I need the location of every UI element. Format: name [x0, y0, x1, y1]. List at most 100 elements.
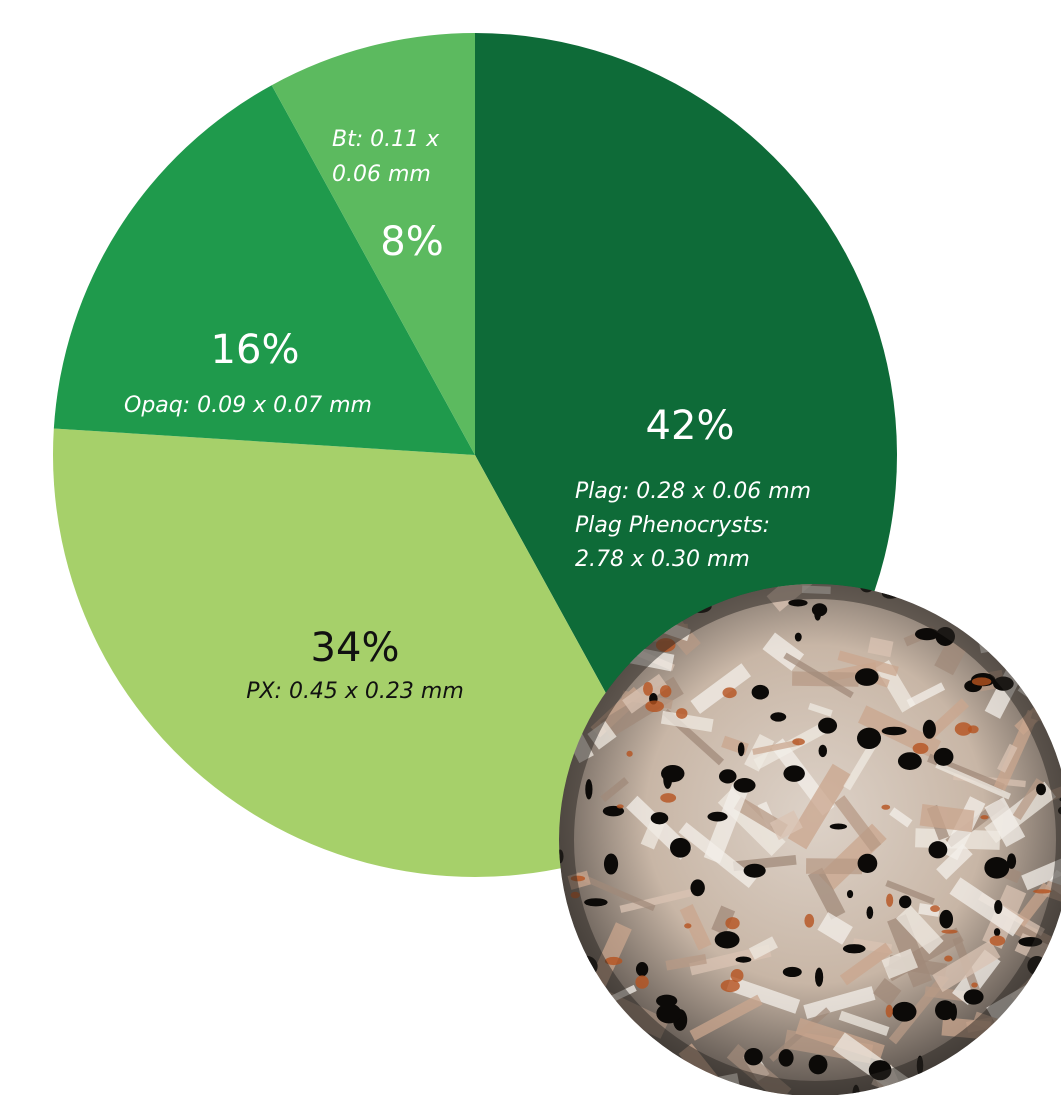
opaque-grain	[656, 1003, 682, 1024]
opaque-grain	[585, 779, 593, 800]
crystal	[932, 940, 1001, 993]
crystal	[617, 1036, 646, 1071]
biotite-grain	[730, 968, 744, 983]
opaque-grain	[783, 765, 805, 782]
opaque-grain	[665, 1077, 674, 1088]
opaque-grain	[661, 764, 685, 783]
opaque-grain	[846, 889, 854, 899]
opaque-grain	[854, 668, 879, 686]
crystal	[839, 942, 893, 986]
biotite-grain	[616, 804, 624, 809]
crystal	[1014, 882, 1053, 927]
crystal	[619, 889, 692, 913]
opaque-grain	[818, 744, 828, 758]
opaque-grain	[1050, 595, 1060, 615]
biotite-grain	[804, 913, 815, 928]
opaque-grain	[669, 837, 691, 858]
biotite-grain	[582, 989, 591, 996]
opaque-grain	[770, 712, 787, 722]
crystal	[906, 682, 946, 708]
biotite-grain	[643, 682, 653, 696]
opaque-grain	[829, 823, 848, 830]
opaque-grain	[707, 811, 728, 822]
opaque-grain	[1006, 853, 1017, 869]
crystal	[679, 904, 712, 951]
crystal	[575, 871, 656, 912]
crystal	[1026, 612, 1061, 650]
crystal	[689, 994, 763, 1041]
opaque-grain	[751, 684, 770, 700]
crystal	[919, 803, 975, 833]
percent-label: 34%	[311, 625, 400, 671]
biotite-grain	[971, 982, 978, 988]
opaque-grain	[993, 928, 1001, 937]
biotite-grain	[597, 1019, 608, 1027]
crystal	[881, 948, 919, 980]
opaque-grain	[559, 961, 568, 971]
opaque-grain	[733, 778, 756, 793]
slice-description: PX: 0.45 x 0.23 mm	[246, 679, 464, 704]
crystal	[787, 763, 852, 850]
opaque-grain	[718, 769, 737, 784]
opaque-grain	[1015, 642, 1027, 661]
crystal	[703, 784, 749, 864]
biotite-grain	[720, 979, 740, 993]
opaque-grain	[984, 857, 1010, 879]
opaque-grain	[635, 962, 649, 977]
slice-description: Bt: 0.11 x	[332, 127, 440, 152]
crystal	[1022, 613, 1056, 659]
opaque-grain	[656, 994, 678, 1008]
crystal	[726, 976, 801, 1014]
opaque-grain	[743, 863, 766, 878]
crystal	[885, 880, 935, 905]
opaque-grain	[994, 899, 1003, 915]
opaque-grain	[782, 966, 802, 978]
opaque-grain	[922, 719, 936, 739]
crystal	[873, 1086, 951, 1095]
slice-description: 2.78 x 0.30 mm	[575, 547, 750, 572]
crystal	[1055, 620, 1061, 630]
crystal	[665, 953, 707, 971]
opaque-grain	[814, 607, 822, 621]
opaque-grain	[842, 944, 866, 954]
biotite-grain	[1033, 889, 1052, 894]
crystal	[587, 720, 617, 750]
crystal	[600, 777, 629, 803]
crystal	[936, 843, 973, 880]
crystal	[834, 795, 882, 852]
biotite-grain	[881, 804, 891, 810]
opaque-grain	[892, 1001, 917, 1022]
opaque-grain	[744, 1048, 763, 1066]
crystal	[1019, 1005, 1061, 1066]
biotite-grain	[604, 956, 623, 966]
crystal	[817, 912, 853, 945]
opaque-grain	[963, 989, 984, 1005]
opaque-grain	[778, 1049, 794, 1067]
biotite-grain	[989, 935, 1006, 946]
biotite-grain	[792, 738, 805, 746]
crystal	[889, 807, 913, 828]
biotite-grain	[912, 742, 929, 755]
crystal	[997, 743, 1018, 773]
pie-slice	[53, 85, 475, 455]
opaque-grain	[584, 898, 608, 907]
biotite-grain	[885, 1004, 893, 1018]
biotite-grain	[930, 905, 940, 912]
crystal	[895, 905, 944, 955]
slice-description: Plag Phenocrysts:	[575, 513, 770, 538]
opaque-grain	[735, 956, 752, 963]
opaque-grain	[1048, 1047, 1061, 1062]
opaque-grain	[933, 747, 954, 766]
crystal	[752, 739, 800, 756]
opaque-grain	[949, 1003, 957, 1021]
crystal	[1048, 600, 1061, 624]
crystal	[807, 867, 846, 920]
crystal	[924, 986, 967, 1002]
crystal	[1010, 998, 1048, 1023]
crystal	[1045, 598, 1061, 668]
biotite-grain	[722, 687, 737, 699]
crystal	[935, 761, 1012, 800]
biotite-grain	[886, 893, 894, 907]
opaque-grain	[857, 727, 882, 750]
